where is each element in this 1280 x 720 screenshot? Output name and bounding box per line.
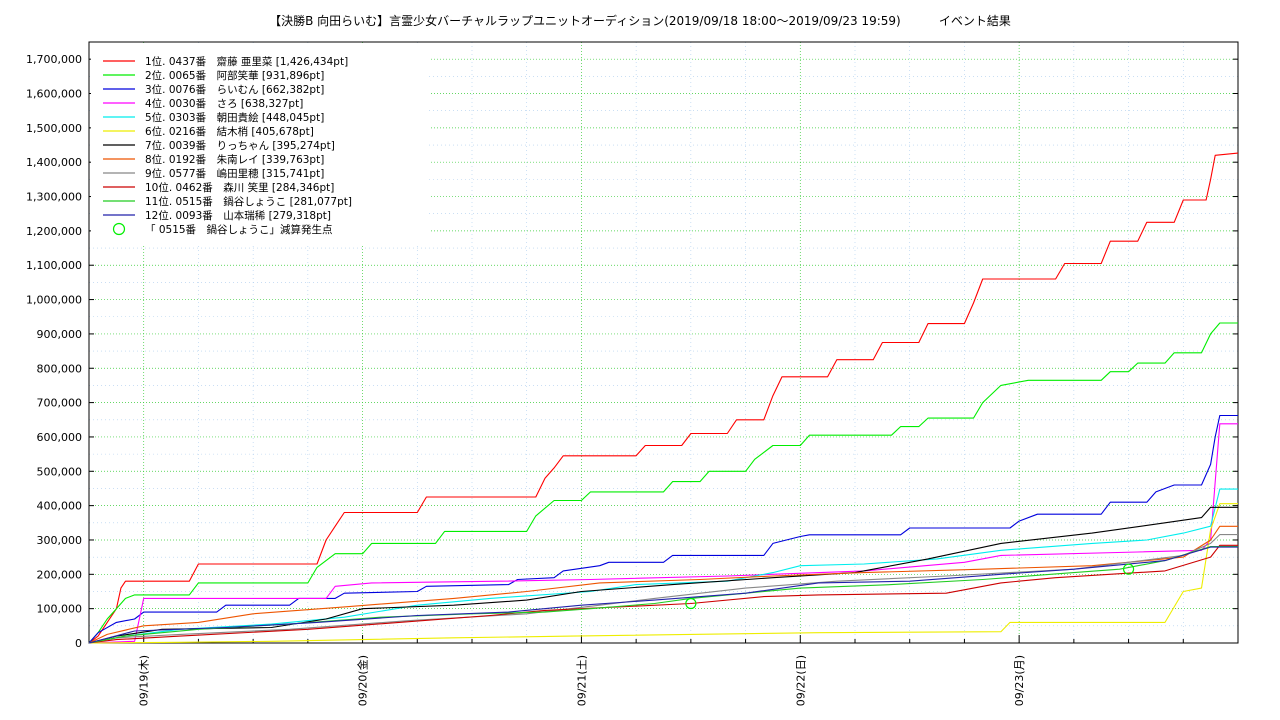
legend-label: 11位. 0515番 鍋谷しょうこ [281,077pt] — [145, 195, 352, 208]
deduction-marker — [685, 597, 697, 610]
series-line-7 — [88, 506, 1238, 644]
series-line-2 — [88, 322, 1238, 644]
y-tick-label: 1,000,000 — [26, 294, 82, 307]
series-line-4 — [88, 423, 1238, 644]
y-tick-label: 600,000 — [37, 431, 83, 444]
plot-frame — [88, 41, 1239, 644]
y-tick-label: 900,000 — [37, 328, 83, 341]
y-tick-label: 100,000 — [37, 603, 83, 616]
legend-label: 2位. 0065番 阿部笑華 [931,896pt] — [145, 69, 324, 82]
x-tick-label: 09/20(金) — [356, 655, 370, 706]
y-tick-label: 1,600,000 — [26, 88, 82, 101]
series-line-12 — [88, 546, 1238, 644]
deduction-marker — [1122, 563, 1135, 575]
y-tick-label: 1,200,000 — [26, 225, 82, 238]
legend-label: 5位. 0303番 朝田貴絵 [448,045pt] — [145, 111, 324, 124]
series-line-10 — [88, 544, 1238, 644]
series-line-1 — [88, 152, 1239, 644]
legend-label: 4位. 0030番 さろ [638,327pt] — [145, 97, 303, 110]
x-tick-label: 09/23(月) — [1013, 655, 1026, 706]
legend-marker-swatch — [112, 222, 126, 236]
marker-layer — [685, 563, 1135, 610]
y-tick-label: 700,000 — [37, 397, 83, 410]
y-tick-label: 300,000 — [37, 534, 83, 547]
series-line-3 — [88, 414, 1238, 644]
grid-layer — [89, 42, 1239, 643]
series-line-6 — [88, 503, 1238, 644]
legend-label: 3位. 0076番 らいむん [662,382pt] — [145, 83, 324, 96]
y-tick-label: 500,000 — [37, 465, 83, 478]
y-tick-label: 200,000 — [37, 568, 83, 581]
legend-label: 1位. 0437番 齋藤 亜里菜 [1,426,434pt] — [145, 55, 348, 68]
series-line-9 — [88, 534, 1238, 644]
legend-label: 12位. 0093番 山本瑞稀 [279,318pt] — [145, 209, 331, 222]
x-tick-label: 09/22(日) — [794, 655, 807, 706]
chart-title: 【決勝B 向田らいむ】言霊少女バーチャルラップユニットオーディション(2019/… — [269, 14, 1011, 28]
y-tick-label: 1,100,000 — [26, 259, 82, 272]
y-tick-label: 1,300,000 — [26, 191, 82, 204]
legend-box — [91, 44, 429, 246]
y-tick-label: 1,500,000 — [26, 122, 82, 135]
legend-label: 9位. 0577番 嶋田里穂 [315,741pt] — [145, 167, 324, 180]
y-tick-label: 1,700,000 — [26, 53, 82, 66]
x-tick-label: 09/21(土) — [575, 655, 588, 706]
x-tick-label: 09/19(木) — [138, 655, 151, 706]
series-line-5 — [88, 488, 1238, 644]
axis-layer: 0 100,000 200,000 300,000 400,000 500,000 600,… — [26, 41, 1239, 706]
legend-label: 10位. 0462番 森川 笑里 [284,346pt] — [145, 181, 334, 194]
y-tick-label: 800,000 — [37, 362, 83, 375]
y-tick-label: 1,400,000 — [26, 156, 82, 169]
legend-label: 「 0515番 鍋谷しょうこ」減算発生点 — [145, 223, 333, 236]
series-line-11 — [88, 545, 1238, 644]
y-tick-label: 0 — [75, 637, 82, 650]
y-tick-label: 400,000 — [37, 500, 83, 513]
legend-label: 8位. 0192番 朱南レイ [339,763pt] — [145, 153, 324, 166]
legend: 1位. 0437番 齋藤 亜里菜 [1,426,434pt]2位. 0065番 … — [91, 44, 429, 246]
legend-label: 7位. 0039番 りっちゃん [395,274pt] — [145, 139, 335, 152]
legend-label: 6位. 0216番 結木梢 [405,678pt] — [145, 125, 314, 138]
